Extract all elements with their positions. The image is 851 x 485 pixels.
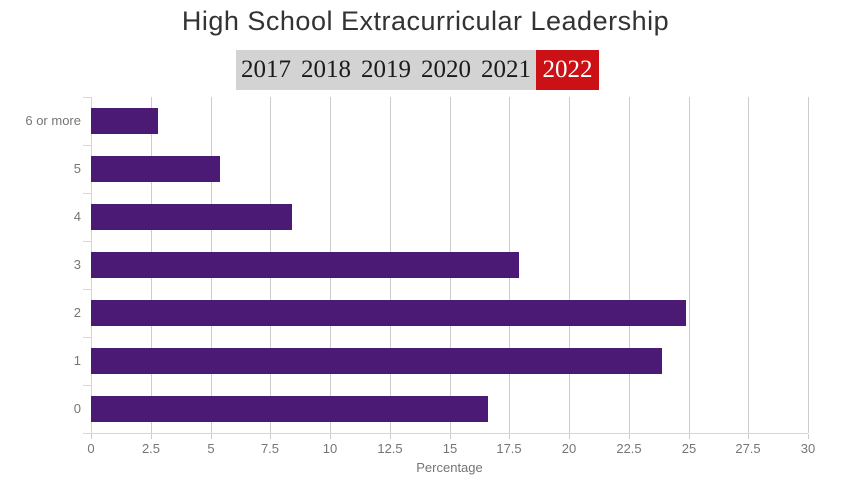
plot-area: 0 2.5 5 7.5 10 12.5 15 17.5 20 22.5 25 27.5 30 [83,97,815,456]
x-axis-tick [509,434,510,439]
x-tick-label: 25 [681,441,697,456]
x-axis-tick [330,434,331,439]
bar-4[interactable] [91,204,292,230]
y-axis-tick [83,145,91,146]
bar-chart: 6 or more 5 4 3 2 1 0 0 2.5 5 7.5 10 12.5 15 17.5 20 22… [0,97,851,477]
tab-2019[interactable]: 2019 [361,56,411,83]
bar-6-or-more[interactable] [91,108,158,134]
gridline [748,97,749,433]
tab-2022[interactable]: 2022 [536,50,599,90]
x-tick-label: 20 [561,441,577,456]
x-axis-tick [270,434,271,439]
y-axis-tick [83,241,91,242]
y-axis-tick [83,385,91,386]
bar-5[interactable] [91,156,221,182]
year-tabs: 2017 2018 2019 2020 2021 2022 [236,50,599,90]
gridline [689,97,690,433]
tab-2018[interactable]: 2018 [301,56,351,83]
tab-2017[interactable]: 2017 [241,56,291,83]
y-axis-tick [83,97,91,98]
x-axis-tick [211,434,212,439]
gridline [808,97,809,433]
x-tick-label: 5 [207,441,215,456]
x-tick-label: 0 [87,441,95,456]
y-axis-tick [83,193,91,194]
y-tick-label: 1 [73,353,81,368]
x-axis-tick [91,434,92,439]
gridline [629,97,630,433]
x-axis-tick [151,434,152,439]
x-tick-label: 17.5 [496,441,522,456]
y-tick-label: 3 [73,257,81,272]
x-axis-line [91,433,808,434]
x-axis-tick [748,434,749,439]
bar-2[interactable] [91,300,687,326]
x-axis-title: Percentage [416,460,483,475]
x-axis-tick [390,434,391,439]
tab-2021[interactable]: 2021 [481,56,531,83]
x-axis-tick [569,434,570,439]
x-axis-tick [689,434,690,439]
x-tick-label: 12.5 [377,441,403,456]
x-tick-label: 7.5 [260,441,280,456]
x-axis-tick [450,434,451,439]
x-tick-label: 15 [442,441,458,456]
x-tick-label: 10 [322,441,338,456]
y-tick-label: 4 [73,209,81,224]
tab-2020[interactable]: 2020 [421,56,471,83]
gridline [569,97,570,433]
x-tick-label: 2.5 [141,441,161,456]
y-tick-label: 2 [73,305,81,320]
y-tick-label: 6 or more [25,113,81,128]
bar-1[interactable] [91,348,663,374]
x-axis-tick [808,434,809,439]
y-axis-tick [83,433,91,434]
x-tick-label: 27.5 [735,441,761,456]
chart-title: High School Extracurricular Leadership [181,6,670,36]
y-tick-label: 0 [73,401,81,416]
y-tick-label: 5 [73,161,81,176]
y-axis-labels: 6 or more 5 4 3 2 1 0 [0,97,81,433]
x-tick-label: 30 [800,441,816,456]
y-axis-tick [83,337,91,338]
x-tick-label: 22.5 [616,441,642,456]
x-axis-tick [629,434,630,439]
bar-3[interactable] [91,252,519,278]
bar-0[interactable] [91,396,488,422]
y-axis-tick [83,289,91,290]
